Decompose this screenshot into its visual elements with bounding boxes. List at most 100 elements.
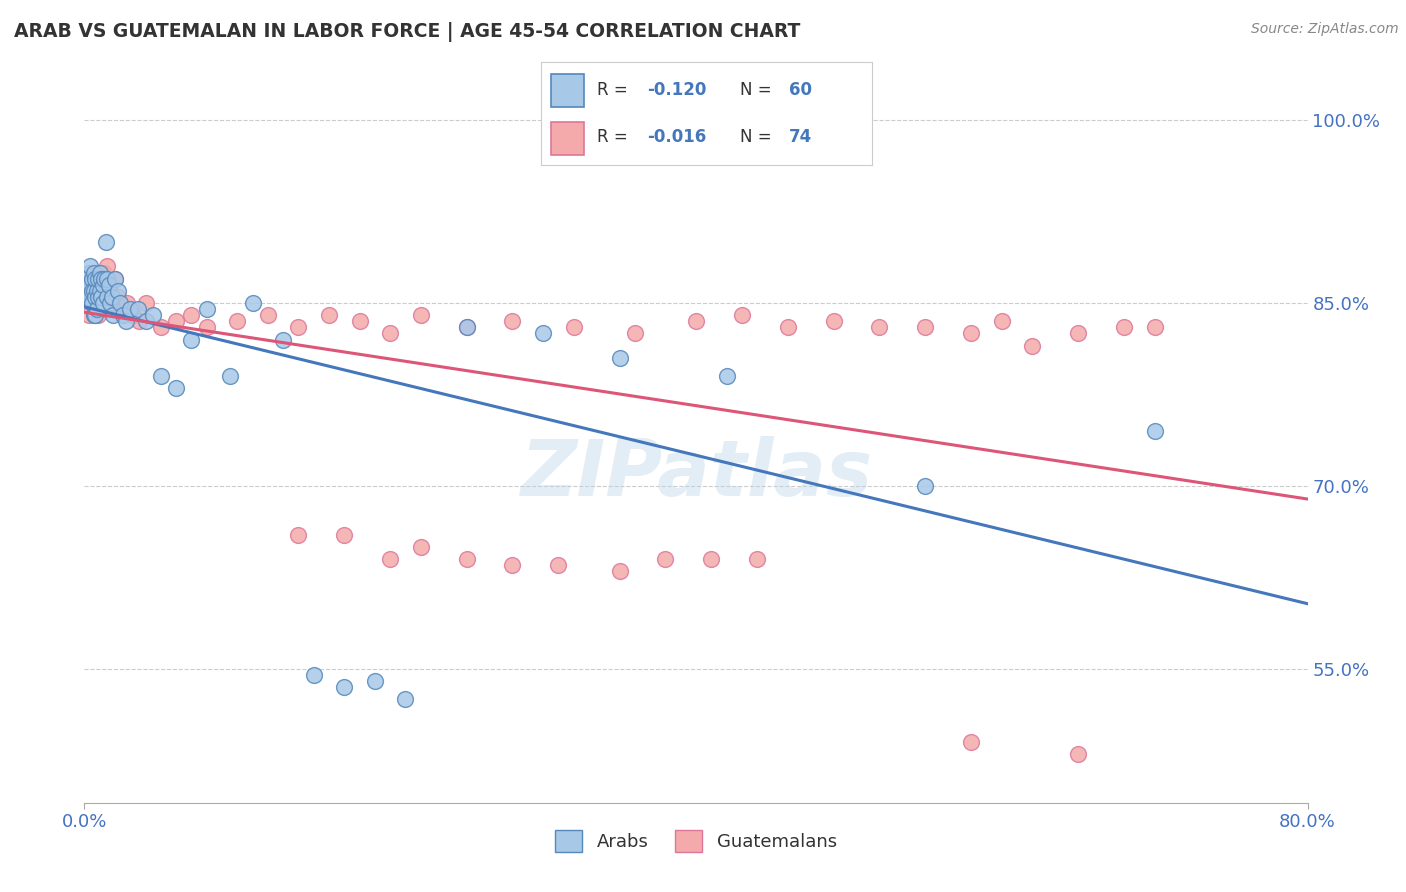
Point [502,558,524,573]
Point [333,680,356,694]
Point [823,314,845,328]
Point [76,271,98,285]
Point [83,265,105,279]
Point [80,296,103,310]
Point [120,301,142,317]
Point [960,326,983,341]
FancyBboxPatch shape [551,74,585,106]
Point [87,271,110,285]
Point [84,290,107,304]
Point [122,308,145,322]
Point [685,314,707,328]
Point [380,552,402,566]
Point [547,558,569,573]
Point [77,308,100,322]
Point [90,271,112,285]
Point [562,320,585,334]
Point [456,552,478,566]
Point [76,271,98,285]
Point [165,314,187,328]
Point [91,296,114,310]
Point [394,692,416,706]
Point [364,673,387,688]
Point [98,296,121,310]
Point [93,265,115,279]
Point [409,308,432,322]
Point [960,735,983,749]
Point [716,369,738,384]
Point [531,326,554,341]
Point [87,308,110,322]
Point [180,308,202,322]
Point [114,314,136,328]
Point [89,271,111,285]
Point [502,314,524,328]
Point [96,290,118,304]
Point [94,271,117,285]
Point [91,277,114,292]
Text: R =: R = [598,128,634,146]
Text: 74: 74 [789,128,813,146]
Point [142,308,165,322]
Point [776,320,799,334]
Point [271,333,294,347]
Point [195,320,218,334]
Point [609,351,631,365]
Text: -0.120: -0.120 [647,81,706,99]
Point [165,381,187,395]
Point [79,260,101,274]
Point [747,552,769,566]
Point [103,308,125,322]
Point [98,284,121,298]
Point [104,271,127,285]
Point [101,301,124,317]
Point [869,320,891,334]
Point [79,277,101,292]
Point [94,235,117,249]
Point [75,277,97,292]
Point [226,314,249,328]
Point [1143,320,1166,334]
Point [349,314,371,328]
Point [914,320,936,334]
Point [97,277,120,292]
Point [96,271,118,285]
Point [111,301,134,317]
Text: Source: ZipAtlas.com: Source: ZipAtlas.com [1251,22,1399,37]
FancyBboxPatch shape [551,122,585,155]
Point [195,301,218,317]
Point [79,265,101,279]
Point [218,369,240,384]
Point [624,326,647,341]
Point [77,284,100,298]
Text: ZIPatlas: ZIPatlas [520,435,872,512]
Point [127,301,149,317]
Point [84,308,107,322]
Point [409,540,432,554]
Point [89,265,111,279]
Text: ARAB VS GUATEMALAN IN LABOR FORCE | AGE 45-54 CORRELATION CHART: ARAB VS GUATEMALAN IN LABOR FORCE | AGE … [14,22,800,42]
Point [107,284,129,298]
Point [128,314,150,328]
Point [90,290,112,304]
Point [84,271,107,285]
Point [609,564,631,578]
Point [84,284,107,298]
Point [731,308,754,322]
Point [75,277,97,292]
Point [94,301,117,317]
Point [287,320,309,334]
Point [456,320,478,334]
Point [86,277,108,292]
Point [257,308,280,322]
Point [80,271,103,285]
Point [93,271,115,285]
Point [333,527,356,541]
Point [107,290,129,304]
Point [97,290,120,304]
Point [1067,747,1090,761]
Text: N =: N = [740,128,776,146]
Point [108,296,131,310]
Point [80,296,103,310]
Point [1021,339,1043,353]
